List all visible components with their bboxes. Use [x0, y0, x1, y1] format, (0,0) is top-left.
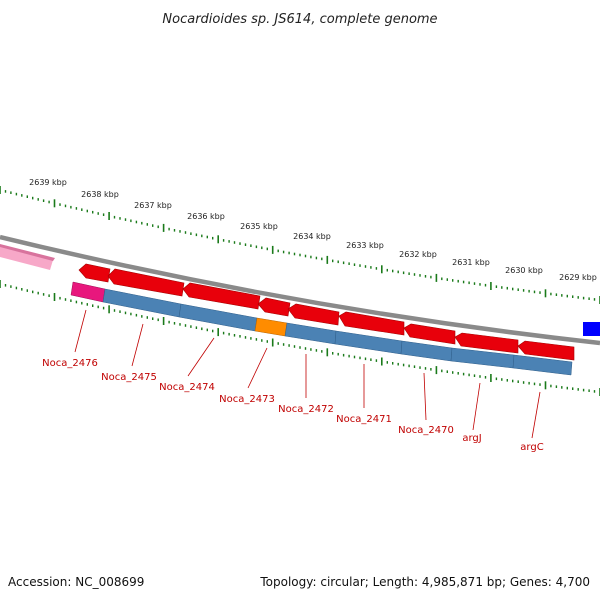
cds-segment-orange	[254, 317, 288, 337]
gene-label: Noca_2471	[336, 414, 392, 425]
gene-label: Noca_2472	[278, 404, 334, 415]
topology-summary: Topology: circular; Length: 4,985,871 bp…	[260, 575, 590, 589]
gene-label-leaders	[74, 309, 541, 439]
label-leader	[472, 382, 481, 431]
gene-arrows	[78, 263, 575, 361]
cds-segment	[400, 340, 453, 362]
label-leader	[531, 391, 541, 439]
label-leader	[74, 309, 87, 353]
gene-arrow	[517, 340, 575, 361]
label-leader	[423, 372, 427, 421]
gene-label: Noca_2470	[398, 425, 454, 436]
gene-label: argJ	[462, 433, 481, 444]
genome-backbone	[0, 234, 600, 346]
cds-segment	[284, 322, 337, 345]
gene-label: argC	[520, 442, 543, 453]
label-leader	[247, 347, 268, 389]
gene-arrow	[107, 268, 185, 297]
kbp-ruler-bottom	[0, 280, 600, 396]
kbp-label: 2639 kbp	[29, 178, 67, 187]
pink-feature-shade	[0, 244, 55, 261]
accession-text: Accession: NC_008699	[8, 575, 145, 589]
gene-label: Noca_2476	[42, 358, 98, 369]
label-leader	[131, 323, 144, 367]
kbp-label: 2636 kbp	[187, 212, 225, 221]
kbp-label: 2631 kbp	[452, 258, 490, 267]
pink-feature	[0, 246, 53, 270]
kbp-label: 2635 kbp	[240, 222, 278, 231]
gene-arrow	[454, 332, 519, 354]
kbp-label: 2637 kbp	[134, 201, 172, 210]
kbp-label: 2634 kbp	[293, 232, 331, 241]
blue-feature	[583, 322, 600, 336]
cds-segment-magenta	[70, 281, 106, 303]
gene-arrow	[403, 323, 456, 345]
kbp-ruler-top	[0, 186, 600, 304]
kbp-label: 2638 kbp	[81, 190, 119, 199]
gene-label: Noca_2474	[159, 382, 215, 393]
cds-segment	[334, 330, 403, 355]
genome-title: Nocardioides sp. JS614, complete genome	[162, 12, 437, 27]
cds-segment	[512, 354, 573, 376]
kbp-label: 2630 kbp	[505, 266, 543, 275]
label-leader	[187, 337, 215, 377]
kbp-label: 2629 kbp	[559, 273, 597, 282]
kbp-label: 2633 kbp	[346, 241, 384, 250]
gene-arrow	[78, 263, 111, 283]
gene-label: Noca_2473	[219, 394, 275, 405]
gene-label: Noca_2475	[101, 372, 157, 383]
gene-arrow	[257, 297, 291, 317]
cds-band	[70, 281, 573, 376]
gene-labels: Noca_2476 Noca_2475 Noca_2474 Noca_2473 …	[42, 358, 544, 453]
gene-arrow	[287, 303, 340, 326]
gene-arrow	[182, 282, 261, 310]
kbp-labels: 2639 kbp 2638 kbp 2637 kbp 2636 kbp 2635…	[29, 178, 597, 282]
kbp-label: 2632 kbp	[399, 250, 437, 259]
